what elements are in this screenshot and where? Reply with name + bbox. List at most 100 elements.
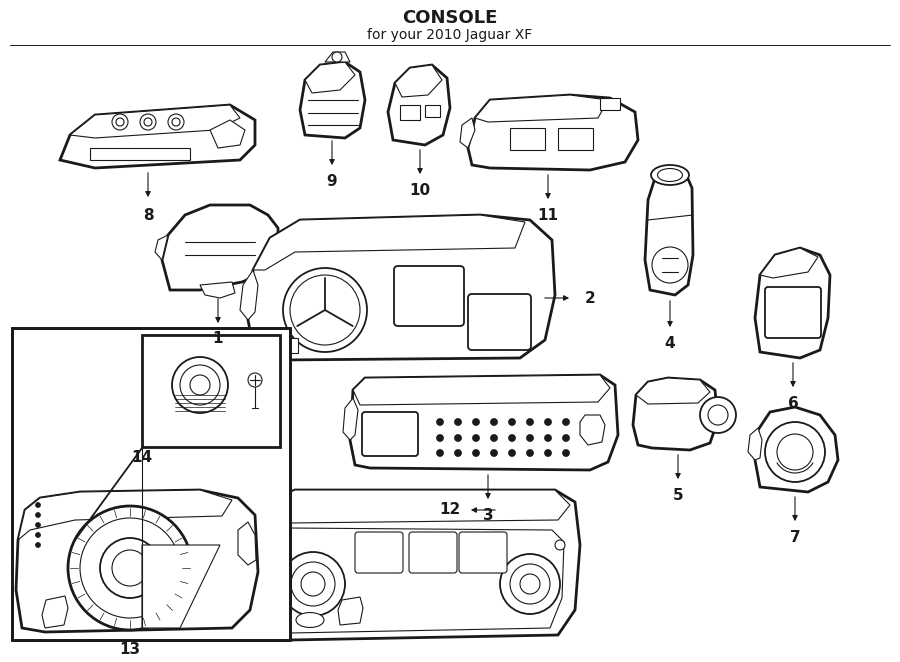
Polygon shape (353, 375, 610, 405)
Circle shape (168, 114, 184, 130)
Circle shape (555, 540, 565, 550)
Circle shape (491, 449, 498, 457)
Text: 12: 12 (439, 502, 461, 518)
Circle shape (172, 118, 180, 126)
Circle shape (454, 418, 462, 426)
Bar (600, 98, 620, 110)
Circle shape (140, 114, 156, 130)
Circle shape (112, 550, 148, 586)
Circle shape (472, 418, 480, 426)
Polygon shape (325, 52, 350, 62)
Circle shape (508, 418, 516, 426)
Circle shape (283, 268, 367, 352)
Circle shape (491, 418, 498, 426)
FancyBboxPatch shape (355, 532, 403, 573)
FancyBboxPatch shape (362, 412, 418, 456)
Circle shape (544, 449, 552, 457)
Text: 10: 10 (410, 183, 430, 197)
Circle shape (544, 434, 552, 442)
Circle shape (491, 434, 498, 442)
FancyBboxPatch shape (459, 532, 507, 573)
Circle shape (562, 449, 570, 457)
Text: 5: 5 (672, 487, 683, 502)
Polygon shape (305, 62, 355, 93)
Text: 3: 3 (482, 508, 493, 522)
Circle shape (526, 418, 534, 426)
Circle shape (68, 506, 192, 630)
Circle shape (700, 397, 736, 433)
Polygon shape (475, 95, 608, 122)
Circle shape (520, 574, 540, 594)
Circle shape (180, 365, 220, 405)
Circle shape (454, 434, 462, 442)
Bar (510, 128, 545, 150)
Polygon shape (338, 597, 363, 625)
Polygon shape (748, 428, 762, 460)
Circle shape (436, 418, 444, 426)
Circle shape (332, 52, 342, 62)
Polygon shape (162, 205, 278, 290)
Circle shape (35, 542, 40, 547)
Polygon shape (300, 62, 365, 138)
Text: 1: 1 (212, 330, 223, 346)
Text: 9: 9 (327, 173, 338, 189)
Circle shape (765, 422, 825, 482)
Text: 7: 7 (789, 530, 800, 545)
Circle shape (301, 572, 325, 596)
Bar (12, 328, 290, 640)
Circle shape (100, 538, 160, 598)
Circle shape (472, 449, 480, 457)
Polygon shape (395, 65, 442, 97)
Circle shape (116, 118, 124, 126)
Circle shape (436, 434, 444, 442)
Circle shape (35, 522, 40, 528)
Ellipse shape (287, 238, 303, 258)
Circle shape (472, 434, 480, 442)
Circle shape (281, 552, 345, 616)
Bar (425, 105, 440, 117)
Polygon shape (755, 248, 830, 358)
Polygon shape (350, 375, 618, 470)
Polygon shape (18, 490, 232, 540)
Polygon shape (238, 522, 256, 565)
Circle shape (144, 118, 152, 126)
Polygon shape (248, 548, 265, 600)
Polygon shape (460, 118, 475, 148)
Polygon shape (155, 235, 168, 260)
Circle shape (436, 449, 444, 457)
Bar (90, 148, 190, 160)
Circle shape (112, 114, 128, 130)
Polygon shape (42, 596, 68, 628)
Circle shape (291, 562, 335, 606)
Polygon shape (343, 398, 358, 440)
Polygon shape (580, 415, 605, 445)
Polygon shape (16, 490, 258, 632)
Polygon shape (636, 378, 710, 404)
Circle shape (248, 373, 262, 387)
Text: 4: 4 (665, 336, 675, 350)
Text: 6: 6 (788, 395, 798, 410)
Circle shape (544, 418, 552, 426)
Text: CONSOLE: CONSOLE (402, 9, 498, 27)
Ellipse shape (651, 165, 689, 185)
Circle shape (500, 554, 560, 614)
Text: 14: 14 (131, 451, 153, 465)
Circle shape (454, 449, 462, 457)
Circle shape (562, 434, 570, 442)
Text: for your 2010 Jaguar XF: for your 2010 Jaguar XF (367, 28, 533, 42)
Bar (400, 105, 420, 120)
Polygon shape (60, 105, 255, 168)
Ellipse shape (658, 169, 682, 181)
Polygon shape (240, 270, 258, 320)
Polygon shape (142, 545, 220, 628)
Circle shape (35, 532, 40, 538)
Circle shape (270, 540, 280, 550)
Circle shape (526, 449, 534, 457)
Polygon shape (755, 407, 838, 492)
Bar (142, 335, 280, 447)
Polygon shape (248, 215, 555, 360)
Circle shape (562, 418, 570, 426)
Polygon shape (645, 168, 693, 295)
Polygon shape (200, 282, 235, 298)
Ellipse shape (281, 230, 309, 265)
